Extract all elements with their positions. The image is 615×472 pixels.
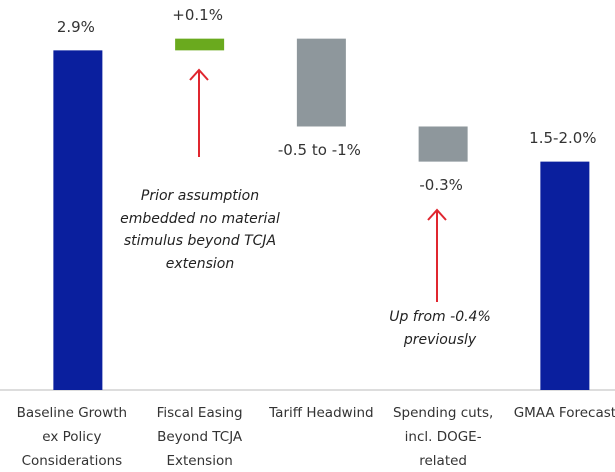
arrow-head	[189, 68, 209, 81]
x-tick-label: GMAA Forecast	[513, 405, 615, 421]
value-label: 2.9%	[57, 18, 95, 36]
bar	[53, 50, 103, 391]
bar	[296, 38, 346, 127]
value-label: +0.1%	[172, 6, 223, 24]
value-label: 1.5-2.0%	[529, 129, 596, 147]
bar	[175, 38, 225, 51]
x-tick-label: Fiscal Easing Beyond TCJA Extension	[156, 405, 243, 469]
arrow-head	[427, 208, 447, 221]
value-label: -0.3%	[419, 176, 463, 194]
x-tick-label: Tariff Headwind	[269, 405, 374, 421]
x-tick-label: Spending cuts, incl. DOGE-related	[392, 405, 494, 469]
x-tick-label: Baseline Growth ex Policy Considerations	[16, 405, 128, 469]
value-label: -0.5 to -1%	[278, 141, 361, 159]
bar	[540, 161, 590, 390]
annotation: Up from -0.4% previously	[389, 309, 491, 348]
annotation: Prior assumption embedded no material st…	[120, 188, 280, 272]
bar	[418, 126, 468, 162]
